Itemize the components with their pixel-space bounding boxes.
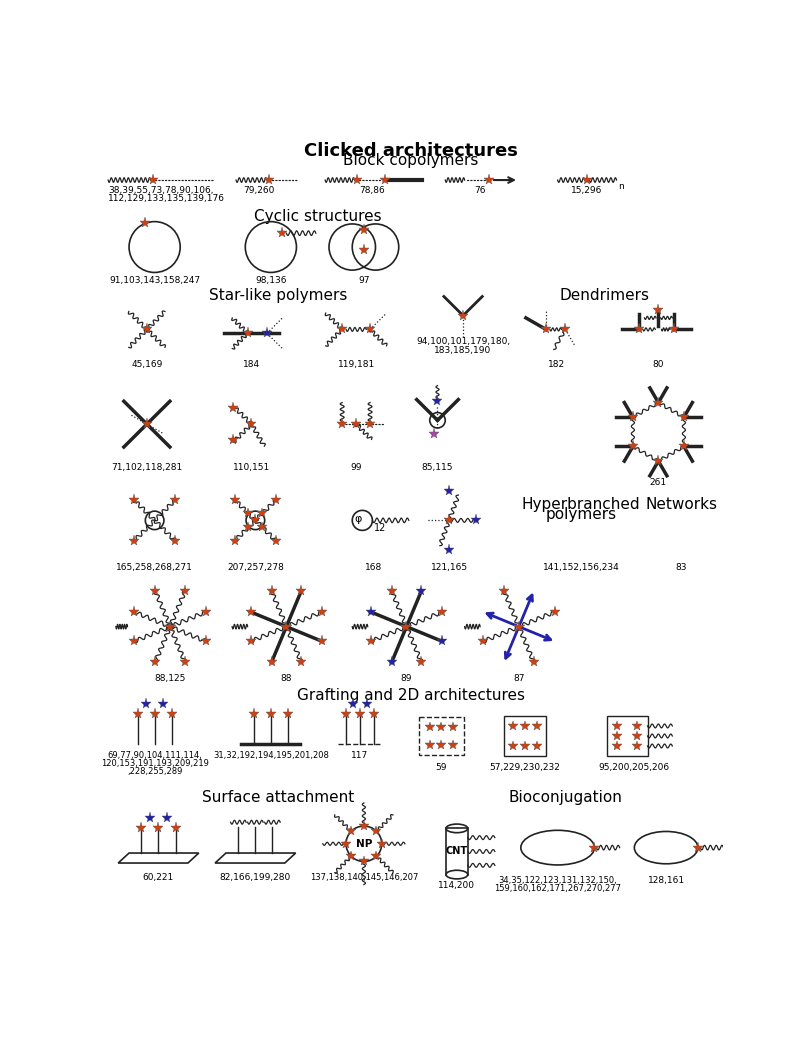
Bar: [445, 829, 467, 875]
Text: n: n: [618, 182, 623, 192]
Text: 117: 117: [351, 751, 368, 761]
Text: 94,100,101,179,180,: 94,100,101,179,180,: [415, 337, 509, 346]
Text: 89: 89: [400, 675, 411, 683]
Text: 69,77,90,104,111,114,: 69,77,90,104,111,114,: [107, 751, 202, 761]
Text: 95,200,205,206: 95,200,205,206: [597, 763, 668, 771]
Text: 97: 97: [358, 277, 369, 285]
Text: 76: 76: [474, 186, 485, 195]
Text: 182: 182: [547, 361, 564, 369]
Text: 168: 168: [365, 563, 382, 571]
Text: Surface attachment: Surface attachment: [202, 791, 354, 805]
Text: 141,152,156,234: 141,152,156,234: [542, 563, 618, 571]
Text: 98,136: 98,136: [255, 277, 286, 285]
Text: 137,138,140,145,146,207: 137,138,140,145,146,207: [310, 874, 418, 882]
Text: 120,153,191,193,209,219: 120,153,191,193,209,219: [100, 759, 209, 768]
Text: 79,260: 79,260: [243, 186, 274, 195]
Text: 12: 12: [374, 523, 386, 533]
Text: 71,102,118,281: 71,102,118,281: [111, 463, 182, 471]
Text: 34,35,122,123,131,132,150,: 34,35,122,123,131,132,150,: [497, 876, 616, 885]
Text: φ: φ: [354, 514, 361, 523]
Text: 91,103,143,158,247: 91,103,143,158,247: [109, 277, 200, 285]
Text: 121,165: 121,165: [430, 563, 467, 571]
Text: 78,86: 78,86: [358, 186, 384, 195]
Text: 57,229,230,232: 57,229,230,232: [489, 763, 560, 771]
Text: Clicked architectures: Clicked architectures: [304, 142, 517, 160]
Text: Hyperbranched: Hyperbranched: [521, 498, 639, 513]
Text: 60,221: 60,221: [143, 874, 174, 882]
Text: Cyclic structures: Cyclic structures: [253, 209, 381, 223]
Text: 80: 80: [652, 361, 663, 369]
Text: 114,200: 114,200: [438, 881, 475, 890]
Text: 31,32,192,194,195,201,208: 31,32,192,194,195,201,208: [213, 751, 328, 761]
Text: 88,125: 88,125: [154, 675, 185, 683]
Bar: [503, 716, 545, 757]
Text: Star-like polymers: Star-like polymers: [209, 288, 347, 303]
Text: si-RNA: si-RNA: [647, 843, 683, 852]
Text: NP: NP: [355, 838, 371, 849]
Text: ,228,255,289: ,228,255,289: [127, 767, 182, 776]
Text: 119,181: 119,181: [337, 361, 375, 369]
Text: 112,129,133,135,139,176: 112,129,133,135,139,176: [108, 194, 225, 203]
Ellipse shape: [520, 830, 593, 865]
Text: Dendrimers: Dendrimers: [558, 288, 648, 303]
Text: 59: 59: [435, 763, 447, 771]
Text: 83: 83: [675, 563, 687, 571]
Text: Grafting and 2D architectures: Grafting and 2D architectures: [297, 688, 525, 703]
Text: 165,258,268,271: 165,258,268,271: [116, 563, 192, 571]
Text: 207,257,278: 207,257,278: [227, 563, 283, 571]
Text: 87: 87: [512, 675, 524, 683]
Text: 128,161: 128,161: [646, 876, 684, 885]
Text: 88: 88: [280, 675, 292, 683]
Text: 183,185,190: 183,185,190: [434, 347, 491, 355]
Text: Protein: Protein: [537, 843, 577, 852]
Text: 45,169: 45,169: [131, 361, 162, 369]
Text: CNT: CNT: [445, 847, 468, 857]
Text: 85,115: 85,115: [421, 463, 452, 471]
Text: Bioconjugation: Bioconjugation: [508, 791, 622, 805]
Text: polymers: polymers: [545, 508, 616, 522]
Text: 82,166,199,280: 82,166,199,280: [220, 874, 290, 882]
Text: 184: 184: [243, 361, 260, 369]
Bar: [419, 717, 464, 755]
Text: 159,160,162,171,267,270,277: 159,160,162,171,267,270,277: [493, 884, 621, 893]
Text: 15,296: 15,296: [571, 186, 602, 195]
Text: Networks: Networks: [645, 498, 717, 513]
Ellipse shape: [445, 870, 467, 879]
Text: 38,39,55,73,78,90,106,: 38,39,55,73,78,90,106,: [108, 186, 213, 195]
Text: 99: 99: [350, 463, 362, 471]
Text: Block copolymers: Block copolymers: [343, 152, 478, 167]
Text: 110,151: 110,151: [233, 463, 269, 471]
Bar: [606, 716, 646, 757]
Ellipse shape: [634, 831, 697, 864]
Text: 261: 261: [649, 478, 666, 487]
